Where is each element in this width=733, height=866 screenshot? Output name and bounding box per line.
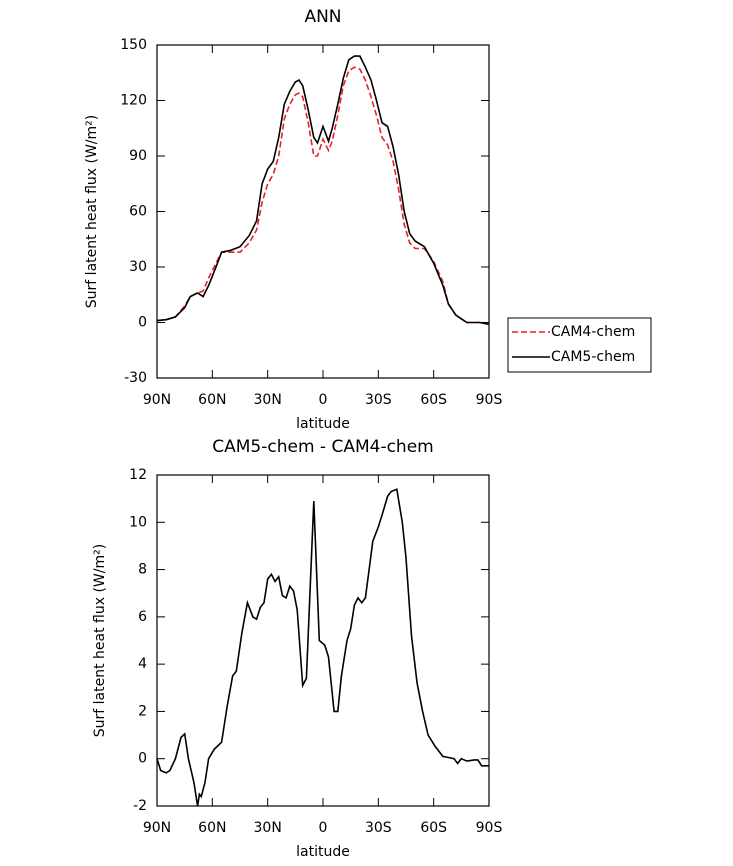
- x-axis-label: latitude: [296, 416, 350, 432]
- legend-label: CAM4-chem: [551, 324, 635, 340]
- plot-frame: [156, 474, 490, 807]
- legend-box: [507, 317, 652, 373]
- x-tick-label: 90N: [143, 820, 171, 836]
- y-tick-label: 150: [120, 37, 147, 53]
- y-tick-label: 12: [129, 467, 147, 483]
- x-tick-label: 60N: [198, 820, 226, 836]
- x-axis-label: latitude: [296, 844, 350, 860]
- data-line: [156, 66, 490, 326]
- x-tick-label: 0: [319, 820, 328, 836]
- y-tick-label: 4: [138, 656, 147, 672]
- chart-title: CAM5-chem - CAM4-chem: [212, 437, 433, 457]
- x-tick-label: 60S: [420, 392, 447, 408]
- y-tick-label: 10: [129, 514, 147, 530]
- y-tick-label: -30: [124, 370, 147, 386]
- y-tick-label: -2: [133, 798, 147, 814]
- x-tick-label: 30N: [254, 392, 282, 408]
- x-tick-label: 0: [319, 392, 328, 408]
- y-tick-label: 30: [129, 259, 147, 275]
- y-axis-label: Surf latent heat flux (W/m²): [92, 544, 108, 737]
- y-tick-label: 8: [138, 562, 147, 578]
- y-tick-label: 6: [138, 609, 147, 625]
- data-line: [156, 55, 490, 326]
- x-tick-label: 90S: [476, 820, 503, 836]
- x-tick-label: 30S: [365, 392, 392, 408]
- chart-title: ANN: [304, 7, 341, 27]
- y-tick-label: 2: [138, 703, 147, 719]
- y-tick-label: 120: [120, 93, 147, 109]
- y-tick-label: 60: [129, 204, 147, 220]
- data-line: [156, 488, 489, 807]
- y-tick-label: 0: [138, 315, 147, 331]
- x-tick-label: 60S: [420, 820, 447, 836]
- legend-label: CAM5-chem: [551, 349, 635, 365]
- x-tick-label: 90S: [476, 392, 503, 408]
- plot-frame: [156, 44, 490, 379]
- x-tick-label: 60N: [198, 392, 226, 408]
- x-tick-label: 30S: [365, 820, 392, 836]
- y-tick-label: 0: [138, 751, 147, 767]
- y-axis-label: Surf latent heat flux (W/m²): [84, 115, 100, 308]
- x-tick-label: 90N: [143, 392, 171, 408]
- y-tick-label: 90: [129, 148, 147, 164]
- x-tick-label: 30N: [254, 820, 282, 836]
